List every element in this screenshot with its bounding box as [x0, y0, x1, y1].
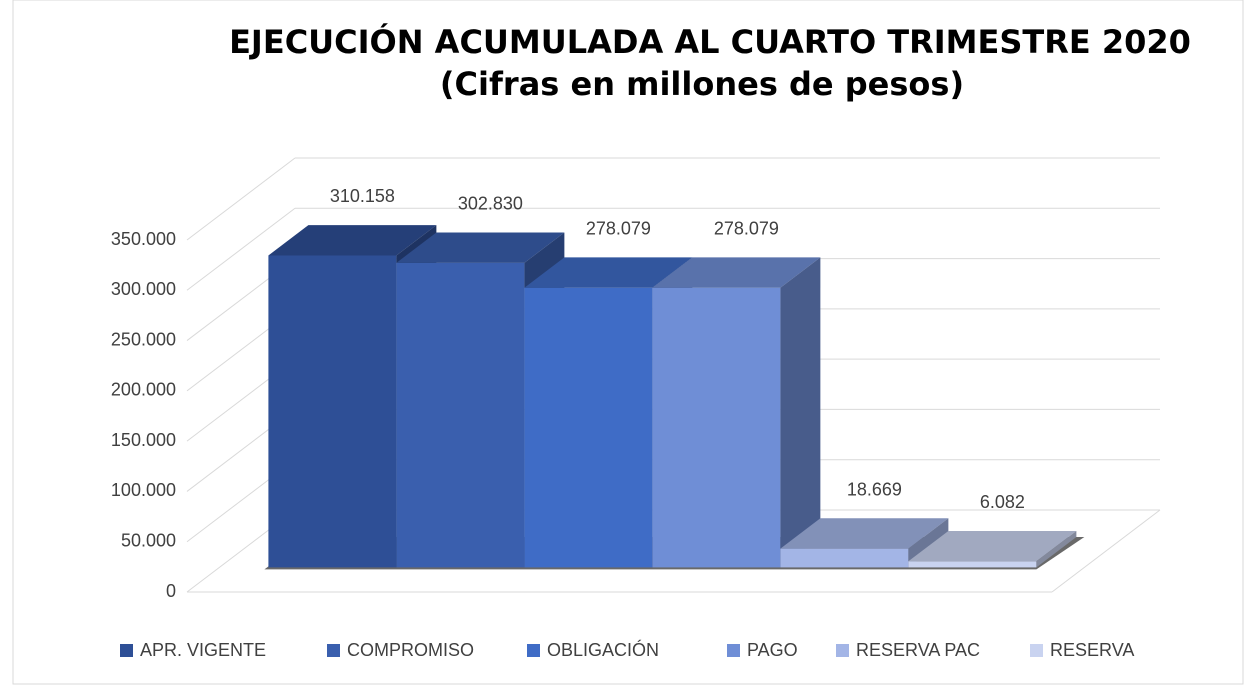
bar-front: [268, 255, 397, 568]
bar-front: [524, 287, 653, 568]
legend-swatch: [527, 644, 540, 657]
legend-swatch: [836, 644, 849, 657]
bar-top: [908, 530, 1077, 562]
y-tick-label: 100.000: [111, 480, 176, 500]
data-label: 278.079: [586, 218, 651, 238]
chart-title: EJECUCIÓN ACUMULADA AL CUARTO TRIMESTRE …: [229, 22, 1191, 61]
bar-front: [908, 561, 1037, 568]
legend-label: OBLIGACIÓN: [547, 639, 659, 660]
y-tick-label: 300.000: [111, 279, 176, 299]
bar-side: [780, 257, 821, 568]
y-tick-label: 50.000: [121, 530, 176, 550]
legend-label: COMPROMISO: [347, 640, 474, 660]
legend-label: APR. VIGENTE: [140, 640, 266, 660]
bar-top: [780, 518, 949, 549]
y-tick-label: 350.000: [111, 229, 176, 249]
legend-swatch: [1030, 644, 1043, 657]
legend-swatch: [120, 644, 133, 657]
chart-frame: [12, 0, 1244, 685]
bar-front: [652, 287, 781, 568]
bar-top: [396, 232, 565, 263]
y-tick-label: 150.000: [111, 430, 176, 450]
legend-label: PAGO: [747, 640, 798, 660]
bar-front: [396, 262, 525, 568]
grid-line: [186, 157, 296, 241]
data-label: 278.079: [714, 218, 779, 238]
data-label: 18.669: [847, 479, 902, 499]
data-label: 310.158: [330, 186, 395, 206]
legend-label: RESERVA: [1050, 640, 1134, 660]
bar-top: [524, 257, 693, 288]
bar-top: [652, 257, 821, 288]
bar-side: [1036, 530, 1077, 568]
data-label: 302.830: [458, 194, 523, 214]
y-tick-label: 0: [166, 581, 176, 601]
legend-label: RESERVA PAC: [856, 640, 980, 660]
y-tick-label: 200.000: [111, 380, 176, 400]
legend-swatch: [327, 644, 340, 657]
bar-top: [268, 225, 437, 256]
chart-subtitle: (Cifras en millones de pesos): [440, 65, 964, 103]
y-tick-label: 250.000: [111, 329, 176, 349]
grid-line: [186, 207, 296, 291]
data-label: 6.082: [980, 492, 1025, 512]
legend-swatch: [727, 644, 740, 657]
bar-front: [780, 548, 909, 568]
x-axis: [1051, 509, 1161, 593]
